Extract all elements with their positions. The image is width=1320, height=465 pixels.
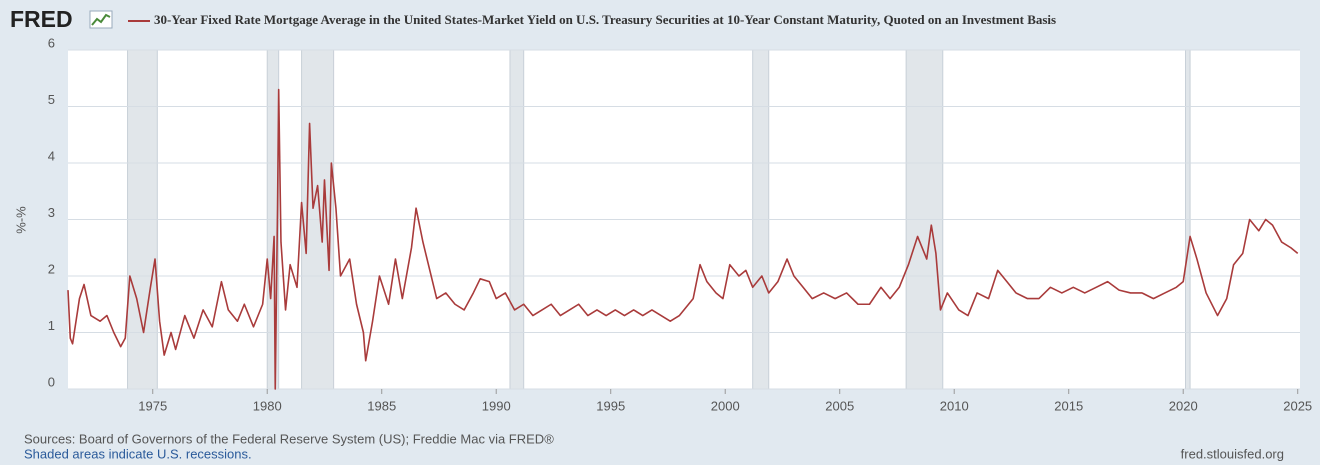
y-tick-label: 0 (48, 374, 55, 389)
data-line (67, 88, 1299, 390)
sources: Sources: Board of Governors of the Feder… (24, 431, 554, 446)
y-tick-label: 5 (48, 92, 55, 107)
y-axis-label: %-% (13, 206, 28, 234)
x-tick-label: 2020 (1169, 398, 1198, 413)
logo-icon (89, 10, 113, 29)
y-tick-label: 3 (48, 205, 55, 220)
legend-label: 30-Year Fixed Rate Mortgage Average in t… (154, 12, 1056, 27)
x-tick-label: 2025 (1283, 398, 1312, 413)
x-tick-label: 2005 (825, 398, 854, 413)
y-tick-label: 2 (48, 261, 55, 276)
x-tick-label: 1975 (138, 398, 167, 413)
y-tick-label: 6 (48, 35, 55, 50)
recession-note[interactable]: Shaded areas indicate U.S. recessions. (24, 446, 252, 461)
x-tick-label: 1995 (596, 398, 625, 413)
y-tick-label: 1 (48, 318, 55, 333)
x-tick-label: 2015 (1054, 398, 1083, 413)
logo: FRED (10, 6, 73, 32)
x-tick-label: 1985 (367, 398, 396, 413)
x-tick-label: 2000 (711, 398, 740, 413)
x-tick-label: 1990 (482, 398, 511, 413)
y-tick-label: 4 (48, 148, 55, 163)
site-link[interactable]: fred.stlouisfed.org (1181, 446, 1284, 461)
x-tick-label: 1980 (253, 398, 282, 413)
x-tick-label: 2010 (940, 398, 969, 413)
